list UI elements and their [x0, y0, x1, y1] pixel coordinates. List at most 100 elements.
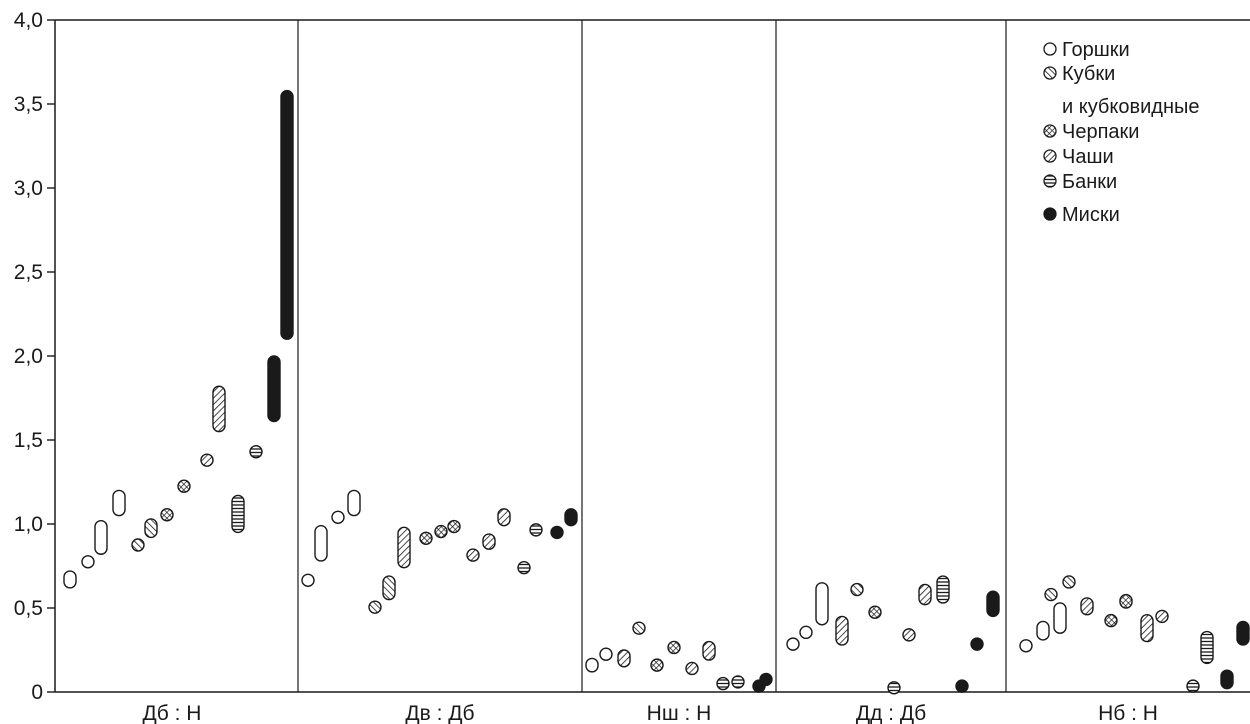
- y-tick-label: 1,0: [14, 513, 43, 536]
- mark-kubki: [144, 518, 158, 539]
- legend-marker-banki: [1043, 174, 1057, 188]
- mark-miski: [759, 672, 773, 687]
- mark-cherpaki: [419, 531, 433, 545]
- mark-chashi: [466, 548, 480, 562]
- mark-cherpaki: [1104, 613, 1118, 628]
- mark-kubki: [368, 600, 382, 614]
- x-category-label: Дв : Дб: [405, 702, 474, 724]
- mark-chashi: [1155, 609, 1169, 624]
- mark-gorshki: [799, 625, 813, 640]
- mark-chashi: [702, 640, 716, 661]
- mark-cherpaki: [1119, 593, 1133, 609]
- mark-miski: [970, 637, 984, 651]
- mark-miski: [550, 525, 564, 540]
- y-tick-label: 1,5: [14, 429, 43, 452]
- mark-miski: [1236, 620, 1250, 646]
- y-tick-label: 4,0: [14, 9, 43, 32]
- mark-gorshki: [1036, 620, 1050, 641]
- legend-label-banki: Банки: [1062, 171, 1117, 193]
- legend-marker-gorshki: [1043, 42, 1057, 56]
- legend-label-chashi: Чаши: [1062, 146, 1114, 168]
- mark-kubki: [382, 575, 396, 601]
- legend-marker-cherpaki: [1043, 124, 1057, 138]
- y-tick-label: 0: [31, 681, 43, 704]
- mark-chashi: [212, 385, 226, 433]
- mark-gorshki: [81, 555, 95, 569]
- mark-banki: [249, 445, 263, 459]
- legend-marker-kubki: [1043, 66, 1057, 80]
- mark-cherpaki: [434, 524, 448, 539]
- mark-kubki: [632, 621, 646, 635]
- mark-chashi: [918, 583, 932, 606]
- mark-chashi: [497, 508, 511, 527]
- mark-cherpaki: [160, 508, 174, 522]
- mark-banki: [517, 560, 531, 575]
- mark-gorshki: [314, 524, 328, 562]
- mark-chashi: [482, 533, 496, 550]
- mark-kubki: [1062, 575, 1076, 589]
- mark-kubki: [131, 538, 145, 552]
- mark-chashi: [835, 615, 849, 646]
- x-category-label: Дб : Н: [143, 702, 202, 724]
- mark-chashi: [685, 661, 699, 676]
- mark-cherpaki: [650, 658, 664, 672]
- mark-banki: [529, 523, 543, 537]
- y-tick-label: 2,5: [14, 261, 43, 284]
- mark-banki: [1186, 679, 1200, 693]
- mark-cherpaki: [177, 479, 191, 493]
- mark-gorshki: [347, 489, 361, 517]
- mark-miski: [955, 679, 969, 693]
- mark-gorshki: [599, 647, 613, 661]
- mark-chashi: [617, 649, 631, 668]
- mark-banki: [1200, 630, 1214, 665]
- mark-chashi: [1080, 597, 1094, 616]
- mark-cherpaki: [667, 640, 681, 655]
- mark-gorshki: [815, 582, 829, 626]
- mark-banki: [716, 676, 730, 691]
- y-tick-label: 2,0: [14, 345, 43, 368]
- legend-label-kubki: Кубки: [1062, 63, 1115, 85]
- mark-gorshki: [94, 519, 108, 555]
- mark-gorshki: [63, 570, 77, 589]
- mark-miski: [1220, 669, 1234, 690]
- y-axis: 0 0,5 1,0 1,5 2,0 2,5 3,0 3,5 4,0 Дб : Н Дв : Дб Нш…: [14, 9, 1158, 724]
- legend-marker-chashi: [1043, 149, 1057, 163]
- mark-gorshki: [786, 637, 800, 651]
- mark-gorshki: [331, 510, 345, 524]
- data-marks: [63, 89, 1250, 695]
- mark-cherpaki: [447, 519, 461, 534]
- mark-gorshki: [585, 657, 599, 673]
- mark-cherpaki: [868, 605, 882, 619]
- y-tick-label: 3,0: [14, 177, 43, 200]
- mark-banki: [887, 681, 901, 695]
- mark-banki: [731, 675, 745, 689]
- mark-kubki: [1044, 587, 1058, 602]
- mark-miski: [280, 89, 294, 340]
- mark-chashi: [1140, 614, 1154, 643]
- mark-gorshki: [112, 489, 126, 517]
- mark-miski: [986, 590, 1000, 618]
- y-tick-label: 3,5: [14, 93, 43, 116]
- mark-miski: [564, 508, 578, 527]
- mark-banki: [231, 494, 245, 534]
- mark-miski: [267, 355, 281, 423]
- x-category-label: Дд : Дб: [856, 702, 926, 724]
- x-category-label: Нш : Н: [647, 702, 712, 724]
- x-category-label: Нб : Н: [1098, 702, 1158, 724]
- legend-label-kubki-line2: и кубковидные: [1062, 96, 1200, 118]
- y-tick-label: 0,5: [14, 597, 43, 620]
- legend-label-miski: Миски: [1062, 204, 1120, 226]
- legend-label-cherpaki: Черпаки: [1062, 121, 1139, 143]
- plot-frame: [54, 19, 1250, 693]
- mark-kubki: [850, 582, 864, 597]
- mark-chashi: [397, 526, 411, 569]
- legend-label-gorshki: Горшки: [1062, 39, 1130, 61]
- mark-chashi: [902, 628, 916, 642]
- legend-marker-miski: [1043, 207, 1057, 221]
- mark-chashi: [200, 453, 214, 467]
- mark-gorshki: [301, 573, 315, 587]
- mark-gorshki: [1053, 602, 1067, 634]
- mark-gorshki: [1019, 639, 1033, 653]
